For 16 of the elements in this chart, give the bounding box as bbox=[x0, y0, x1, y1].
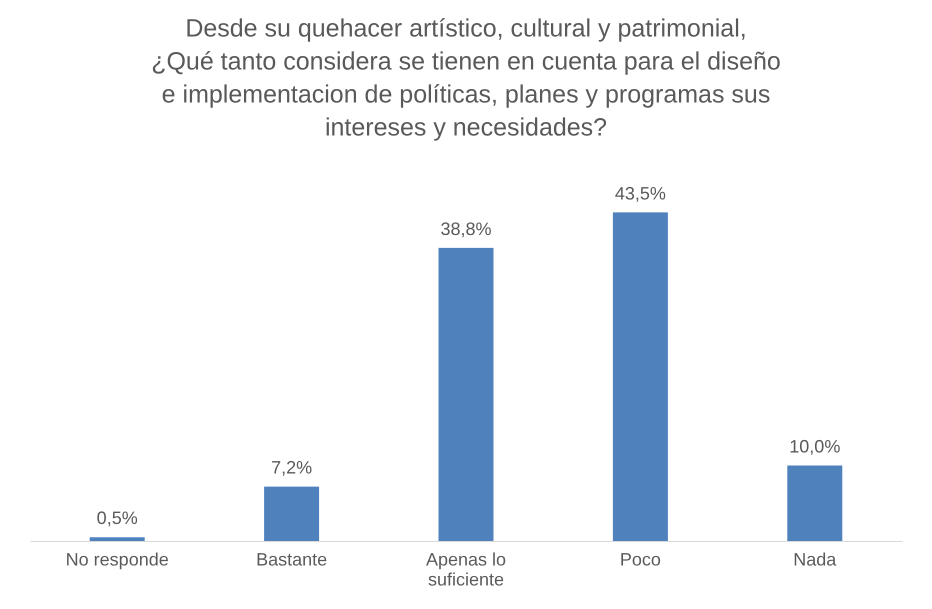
x-tick-label: Poco bbox=[620, 550, 661, 570]
bar bbox=[90, 537, 145, 541]
bar bbox=[264, 486, 320, 541]
x-tick-label: Bastante bbox=[256, 550, 328, 570]
data-label: 38,8% bbox=[440, 218, 492, 239]
bar bbox=[787, 465, 842, 541]
data-label: 0,5% bbox=[96, 508, 138, 528]
x-tick-label: Apenas lo suficiente bbox=[426, 550, 506, 590]
x-tick-label: No responde bbox=[66, 550, 169, 570]
data-label: 7,2% bbox=[271, 458, 312, 478]
bar bbox=[438, 248, 494, 541]
bar bbox=[612, 212, 668, 541]
x-tick-label: Nada bbox=[793, 550, 838, 570]
chart-title: Desde su quehacer artístico, cultural y patrimonial, ¿Qué tanto considera se tienen en cuenta para el diseño e implementacion de políticas, planes y programas sus intereses y necesidades? bbox=[151, 14, 781, 142]
data-label: 43,5% bbox=[614, 183, 666, 204]
data-label: 10,0% bbox=[789, 436, 840, 456]
